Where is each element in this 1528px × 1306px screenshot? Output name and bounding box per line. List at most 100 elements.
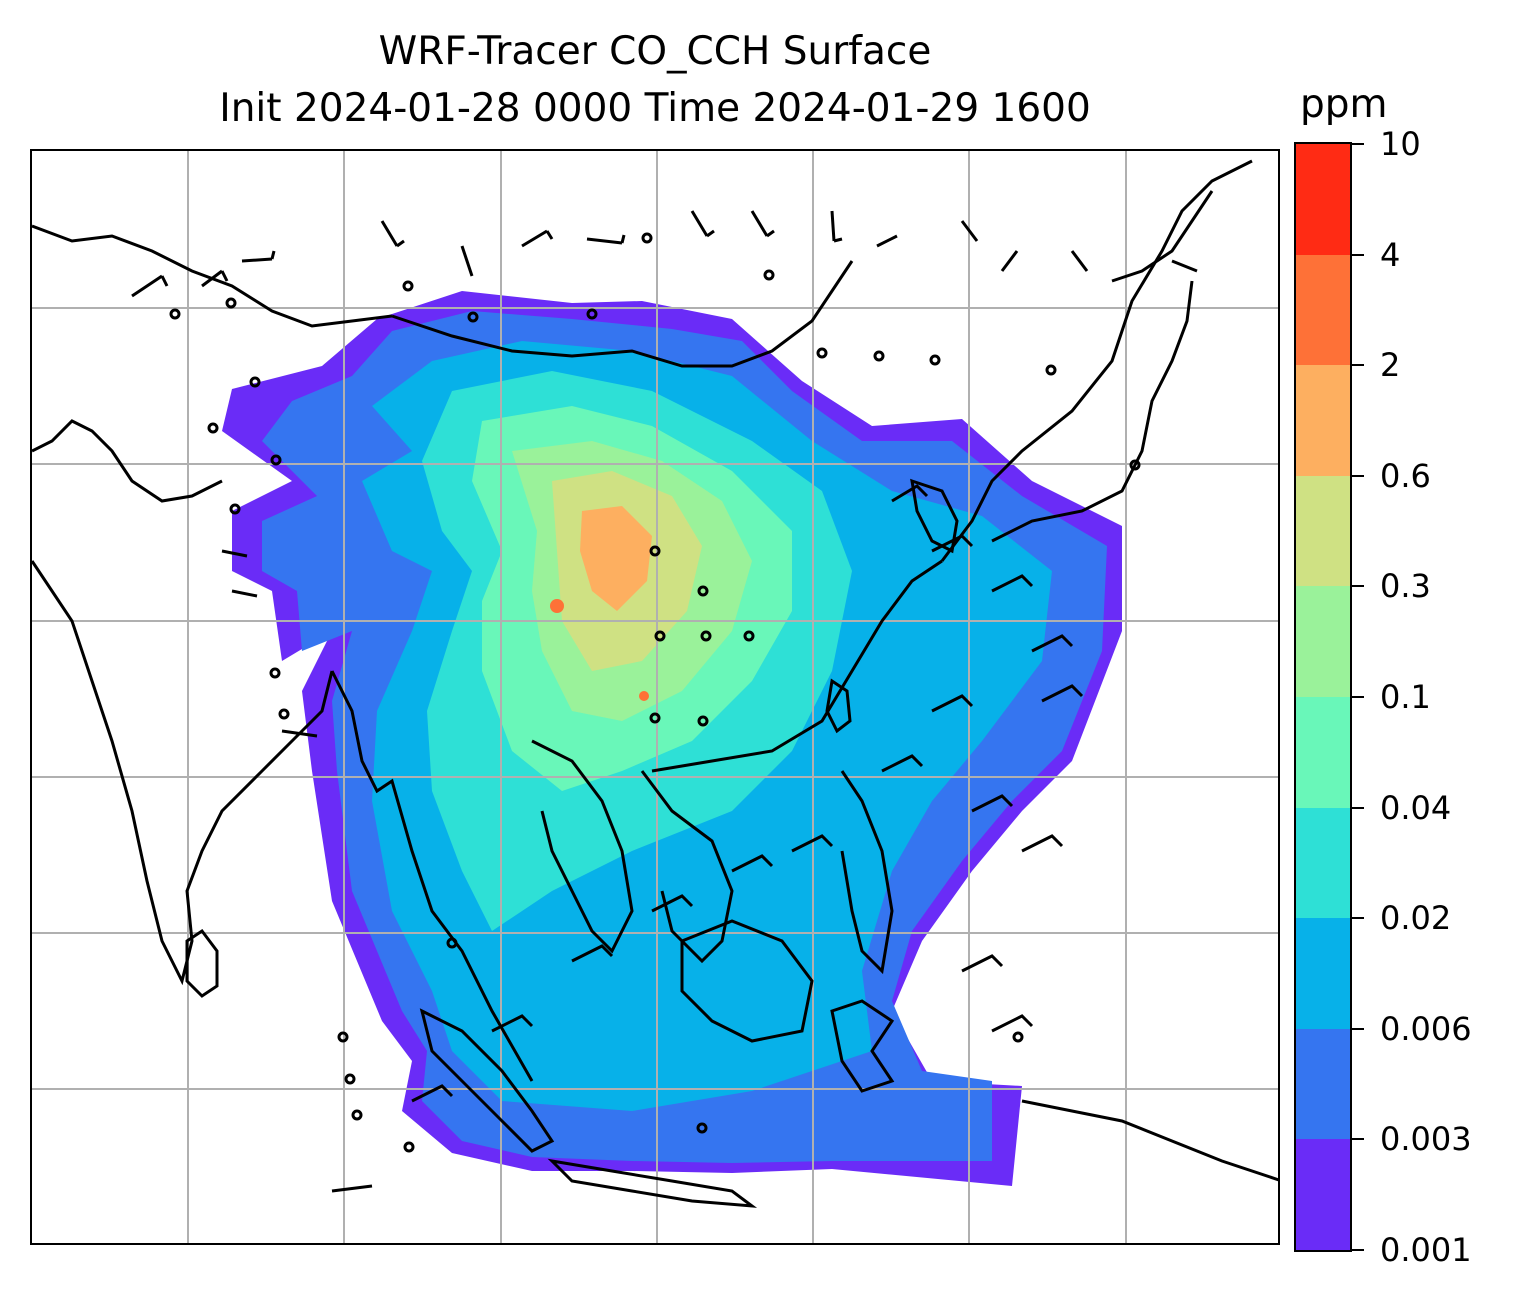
coastline-china-east xyxy=(940,159,1253,562)
calm-wind-marker xyxy=(344,1073,356,1085)
calm-wind-marker xyxy=(249,376,261,388)
colorbar-segment xyxy=(1296,1138,1350,1250)
coastline-sri-lanka xyxy=(185,928,219,998)
plume-level-2-spot xyxy=(550,599,564,613)
wind-barb xyxy=(830,210,843,243)
calm-wind-marker xyxy=(586,308,598,320)
coastline-korea xyxy=(910,478,959,554)
wind-barb xyxy=(221,549,248,558)
colorbar-tick xyxy=(1352,1249,1364,1251)
calm-wind-marker xyxy=(402,280,414,292)
wind-barb xyxy=(491,1014,534,1033)
calm-wind-marker xyxy=(1045,364,1057,376)
wind-barb xyxy=(231,589,258,598)
wind-barb xyxy=(1041,684,1084,703)
wind-barb xyxy=(971,794,1014,813)
colorbar-tick xyxy=(1352,1027,1364,1030)
calm-wind-marker xyxy=(269,667,281,679)
wind-barb xyxy=(331,1184,373,1193)
calm-wind-marker xyxy=(697,585,709,597)
plume-level-0.6 xyxy=(580,506,652,611)
wind-barb xyxy=(521,229,554,248)
colorbar-segment xyxy=(1296,475,1350,587)
wind-barb xyxy=(411,1084,454,1103)
wind-barb xyxy=(731,854,774,873)
wind-barb xyxy=(1070,250,1089,272)
wind-barb xyxy=(960,220,979,242)
calm-wind-marker xyxy=(929,354,941,366)
wind-barb xyxy=(891,484,929,503)
calm-wind-marker xyxy=(649,545,661,557)
colorbar-tick-label: 0.02 xyxy=(1380,899,1452,938)
colorbar-tick xyxy=(1352,143,1364,145)
colorbar-segment xyxy=(1296,696,1350,808)
colorbar-tick-label: 0.1 xyxy=(1380,678,1431,716)
colorbar-tick-label: 4 xyxy=(1380,235,1401,274)
coastline-sumatra xyxy=(419,1008,555,1153)
wind-barb xyxy=(201,269,229,288)
coastline-taiwan xyxy=(825,678,852,734)
calm-wind-marker xyxy=(278,708,290,720)
coastline-java xyxy=(547,1158,758,1208)
coastline-philippines xyxy=(840,770,894,975)
wind-barb xyxy=(651,894,694,913)
calm-wind-marker xyxy=(696,1122,708,1134)
calm-wind-marker xyxy=(207,422,219,434)
colorbar-segment xyxy=(1296,585,1350,697)
coastline-indochina xyxy=(531,739,634,954)
coastline-new-guinea xyxy=(1021,1099,1278,1182)
wind-barb xyxy=(131,274,169,298)
colorbar-tick xyxy=(1352,696,1364,698)
calm-wind-marker xyxy=(700,630,712,642)
wind-barb xyxy=(1021,834,1064,853)
coastline-borneo xyxy=(680,919,814,1043)
calm-wind-marker xyxy=(1012,1031,1024,1043)
colorbar-tick-label: 0.3 xyxy=(1380,567,1431,606)
coastline-india xyxy=(32,560,334,986)
map-panel xyxy=(30,149,1280,1245)
calm-wind-marker xyxy=(873,350,885,362)
chart-title-line2: Init 2024-01-28 0000 Time 2024-01-29 160… xyxy=(219,86,1091,131)
colorbar-tick xyxy=(1352,253,1364,256)
gridlines xyxy=(32,151,1278,1243)
coastline-mongolia-border xyxy=(391,260,854,368)
calm-wind-marker xyxy=(697,715,709,727)
wind-barb xyxy=(241,250,276,263)
colorbar-segment xyxy=(1296,143,1350,255)
colorbar-tick xyxy=(1352,364,1364,367)
colorbar-segment xyxy=(1296,917,1350,1029)
coastline-bay-of-bengal-east xyxy=(330,670,534,1082)
wind-barb xyxy=(750,210,775,238)
colorbar-unit-label: ppm xyxy=(1300,82,1388,127)
colorbar-segment xyxy=(1296,364,1350,476)
colorbar-tick xyxy=(1352,585,1364,588)
colorbar-tick xyxy=(1352,474,1364,477)
coastline-central-asia xyxy=(32,224,393,328)
wind-barb xyxy=(690,210,715,238)
wind-barb xyxy=(1171,259,1198,273)
plume-level-2-spot xyxy=(639,691,649,701)
calm-wind-marker xyxy=(169,308,181,320)
coastline-vietnam xyxy=(640,770,734,964)
colorbar-tick-label: 0.001 xyxy=(1380,1231,1472,1269)
wind-barb xyxy=(881,754,924,773)
coastline-south-china xyxy=(651,559,943,773)
wind-barb xyxy=(586,234,626,245)
coastline-sulawesi xyxy=(830,999,895,1093)
calm-wind-marker xyxy=(403,1141,415,1153)
colorbar-tick-label: 10 xyxy=(1380,125,1421,163)
wind-barb xyxy=(991,1014,1034,1033)
calm-wind-marker xyxy=(816,347,828,359)
calm-wind-marker xyxy=(337,1031,349,1043)
calm-wind-marker xyxy=(641,232,653,244)
wind-barbs xyxy=(131,210,1198,1193)
calm-wind-marker xyxy=(229,503,241,515)
map-canvas xyxy=(32,151,1278,1243)
calm-wind-marker xyxy=(270,454,282,466)
calm-wind-marker xyxy=(1129,459,1141,471)
colorbar-tick-label: 0.04 xyxy=(1380,788,1452,827)
colorbar-tick-label: 0.6 xyxy=(1380,456,1431,495)
wind-barb xyxy=(281,729,318,738)
calm-wind-marker xyxy=(743,630,755,642)
wind-barb xyxy=(1031,634,1074,653)
